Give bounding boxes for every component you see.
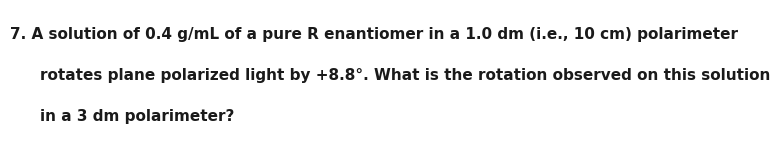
Text: 7. A solution of 0.4 g/mL of a pure R enantiomer in a 1.0 dm (i.e., 10 cm) polar: 7. A solution of 0.4 g/mL of a pure R en… (10, 27, 738, 42)
Text: rotates plane polarized light by +8.8°. What is the rotation observed on this so: rotates plane polarized light by +8.8°. … (40, 68, 771, 83)
Text: in a 3 dm polarimeter?: in a 3 dm polarimeter? (40, 109, 234, 124)
